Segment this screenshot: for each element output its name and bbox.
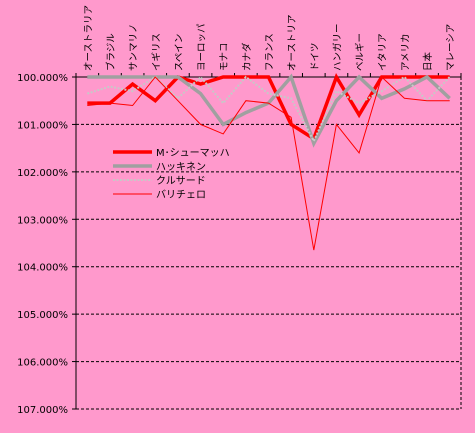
y-tick-label: 103.000%: [17, 215, 68, 226]
x-category-label: カナダ: [241, 42, 253, 71]
x-category-label: オーストリア: [287, 14, 298, 71]
y-tick-label: 106.000%: [17, 358, 68, 369]
x-category-label: フランス: [265, 33, 276, 71]
x-category-label: サンマリノ: [129, 23, 140, 71]
gridlines: [76, 123, 461, 410]
x-category-label: ブラジル: [105, 33, 117, 71]
y-tick-label: 102.000%: [17, 168, 68, 179]
x-category-label: スペイン: [174, 34, 185, 71]
x-category-label: イギリス: [151, 33, 162, 71]
x-category-label: ハンガリー: [332, 23, 343, 71]
series-line: [87, 75, 451, 144]
y-tick-label: 107.000%: [17, 405, 68, 416]
y-tick-label: 101.000%: [17, 120, 68, 131]
y-tick-label: 105.000%: [17, 310, 68, 321]
y-tick-label: 104.000%: [17, 263, 68, 274]
x-category-label: モナコ: [219, 42, 230, 71]
series-line: [87, 72, 450, 142]
series-line: [87, 76, 450, 251]
series-line: [87, 73, 451, 148]
x-category-label: イタリア: [378, 33, 389, 71]
y-tick-label: 100.000%: [17, 73, 68, 84]
x-category-label: ドイツ: [310, 42, 321, 71]
legend-label: バリチェロ: [156, 189, 206, 201]
x-category-label: 日本: [422, 51, 434, 71]
series-lines: [87, 72, 451, 251]
x-category-label: オーストラリア: [83, 5, 94, 71]
x-axis-category-labels: オーストラリア ブラジル サンマリノ イギリス スペイン ヨーロッパ モナコ カナダ フランスオ…: [83, 5, 456, 71]
axes: [72, 73, 462, 410]
y-axis-tick-labels: 100.000% 101.000% 102.000% 103.000% 104.000%…: [17, 73, 68, 416]
x-category-label: マレーシア: [446, 24, 457, 71]
legend-label: クルサード: [156, 175, 206, 187]
x-category-label: アメリカ: [400, 33, 411, 71]
x-category-label: ヨーロッパ: [197, 23, 208, 71]
x-category-label: ベルギー: [355, 33, 366, 71]
legend-label: ハッキネン: [156, 161, 206, 173]
legend-label: M･シューマッハ: [156, 148, 230, 159]
